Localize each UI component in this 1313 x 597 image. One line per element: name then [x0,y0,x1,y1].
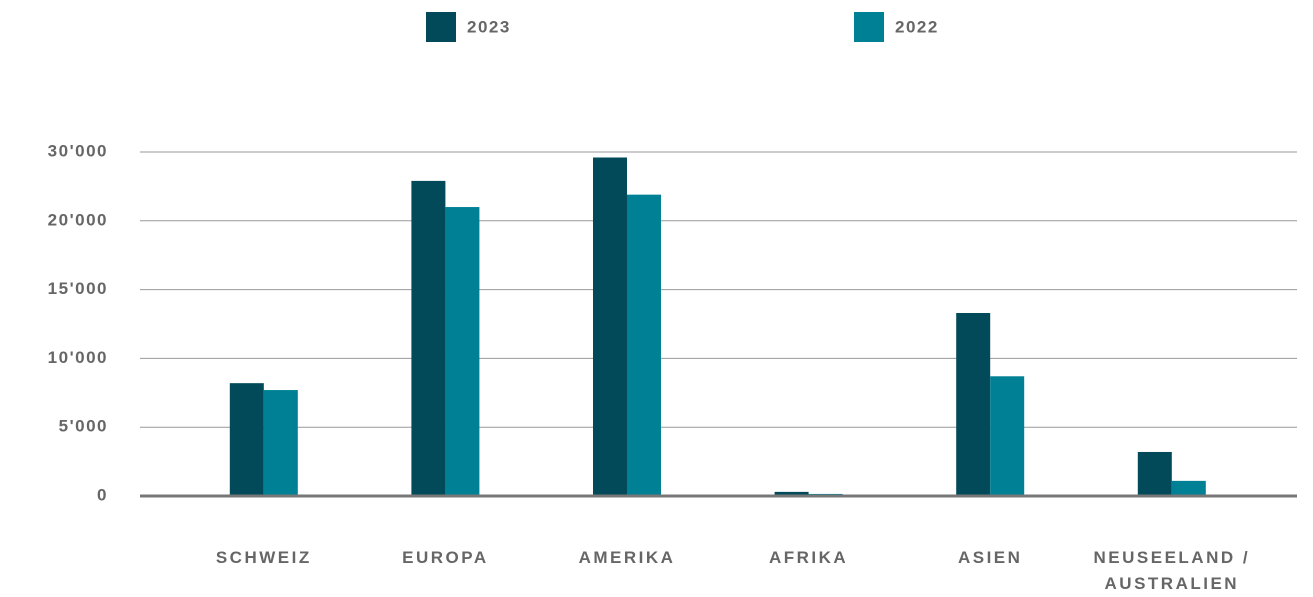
y-tick-label: 15'000 [48,279,108,298]
x-tick-label: SCHWEIZ [215,548,312,567]
legend-swatch [854,12,884,42]
bar [263,390,298,496]
y-tick-label: 10'000 [48,348,108,367]
bar [990,376,1025,496]
legend-label: 2022 [895,17,939,36]
bar [627,194,661,496]
bar [1171,480,1206,496]
y-tick-label: 20'000 [48,210,108,229]
legend-label: 2023 [467,17,511,36]
x-tick-label: AMERIKA [578,548,676,567]
x-tick-label: EUROPA [402,548,489,567]
y-tick-label: 0 [97,485,108,504]
y-tick-label: 5'000 [59,417,108,436]
x-tick-label: NEUSEELAND / AUSTRALIEN [1093,548,1251,593]
bar [229,383,264,496]
x-tick-label: AFRIKA [768,548,849,567]
x-tick-label: ASIEN [957,548,1023,567]
bar [593,157,627,496]
legend-swatch [426,12,456,42]
bar [1137,451,1172,496]
bar [956,312,991,496]
bar [411,180,446,496]
bar [774,491,809,496]
bar [445,207,480,497]
y-tick-label: 30'000 [48,141,108,160]
